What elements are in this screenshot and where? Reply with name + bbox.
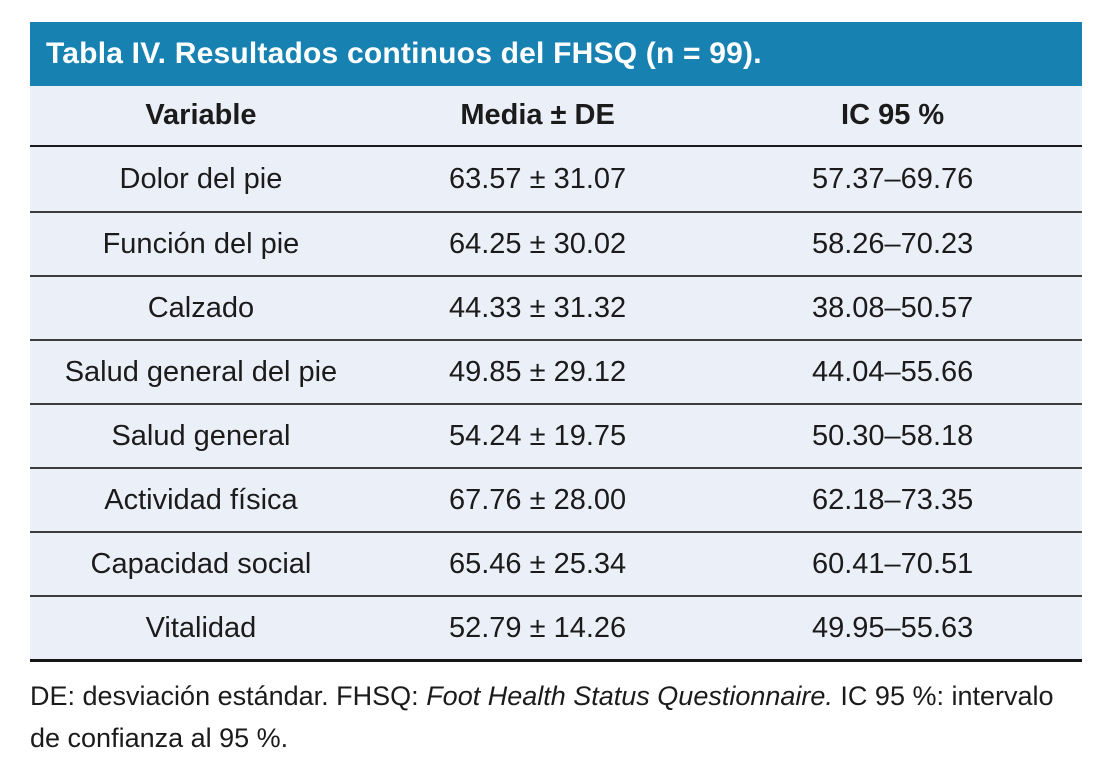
cell-variable: Actividad física	[104, 483, 298, 516]
cell-ic95: 49.95–55.63	[811, 611, 974, 644]
table-body: Dolor del pie 63.57 ± 31.07 57.37–69.76 …	[30, 147, 1082, 662]
cell-ic95: 38.08–50.57	[811, 291, 974, 324]
table-row: Vitalidad 52.79 ± 14.26 49.95–55.63	[30, 595, 1082, 659]
cell-ic95: 44.04–55.66	[811, 355, 974, 388]
fhsq-results-table: Tabla IV. Resultados continuos del FHSQ …	[30, 22, 1082, 760]
cell-ic95: 50.30–58.18	[811, 419, 974, 452]
cell-media-de: 67.76 ± 28.00	[448, 483, 627, 516]
cell-media-de: 44.33 ± 31.32	[448, 291, 627, 324]
cell-ic95: 57.37–69.76	[811, 162, 974, 195]
cell-variable: Función del pie	[102, 227, 300, 260]
column-header-ic95: IC 95 %	[841, 99, 945, 131]
footnote-italic-text: Foot Health Status Questionnaire.	[426, 681, 833, 711]
cell-variable: Salud general del pie	[64, 355, 338, 388]
cell-media-de: 63.57 ± 31.07	[448, 162, 627, 195]
table-row: Salud general 54.24 ± 19.75 50.30–58.18	[30, 403, 1082, 467]
cell-variable: Capacidad social	[90, 547, 312, 580]
footnote-text-lead: DE: desviación estándar. FHSQ:	[30, 681, 427, 711]
cell-media-de: 64.25 ± 30.02	[448, 227, 627, 260]
cell-ic95: 58.26–70.23	[811, 227, 974, 260]
cell-ic95: 62.18–73.35	[811, 483, 974, 516]
table-row: Salud general del pie 49.85 ± 29.12 44.0…	[30, 339, 1082, 403]
cell-ic95: 60.41–70.51	[811, 547, 974, 580]
table-row: Actividad física 67.76 ± 28.00 62.18–73.…	[30, 467, 1082, 531]
table-title: Tabla IV. Resultados continuos del FHSQ …	[46, 37, 762, 70]
cell-media-de: 65.46 ± 25.34	[448, 547, 627, 580]
cell-media-de: 54.24 ± 19.75	[448, 419, 627, 452]
table-header-row: Variable Media ± DE IC 95 %	[30, 86, 1082, 147]
table-row: Dolor del pie 63.57 ± 31.07 57.37–69.76	[30, 147, 1082, 211]
column-header-media-de: Media ± DE	[460, 99, 615, 131]
cell-variable: Salud general	[111, 419, 291, 452]
table-row: Calzado 44.33 ± 31.32 38.08–50.57	[30, 275, 1082, 339]
cell-variable: Dolor del pie	[119, 162, 283, 195]
footnote-text-trail: IC 95 %: intervalo de confianza al 95 %.	[30, 681, 1054, 753]
cell-media-de: 52.79 ± 14.26	[448, 611, 627, 644]
cell-variable: Calzado	[147, 291, 255, 324]
cell-media-de: 49.85 ± 29.12	[448, 355, 627, 388]
table-row: Capacidad social 65.46 ± 25.34 60.41–70.…	[30, 531, 1082, 595]
table-footnote: DE: desviación estándar. FHSQ: Foot Heal…	[30, 676, 1078, 760]
table-title-bar: Tabla IV. Resultados continuos del FHSQ …	[30, 22, 1082, 86]
cell-variable: Vitalidad	[145, 611, 257, 644]
column-header-variable: Variable	[145, 99, 257, 131]
table-row: Función del pie 64.25 ± 30.02 58.26–70.2…	[30, 211, 1082, 275]
